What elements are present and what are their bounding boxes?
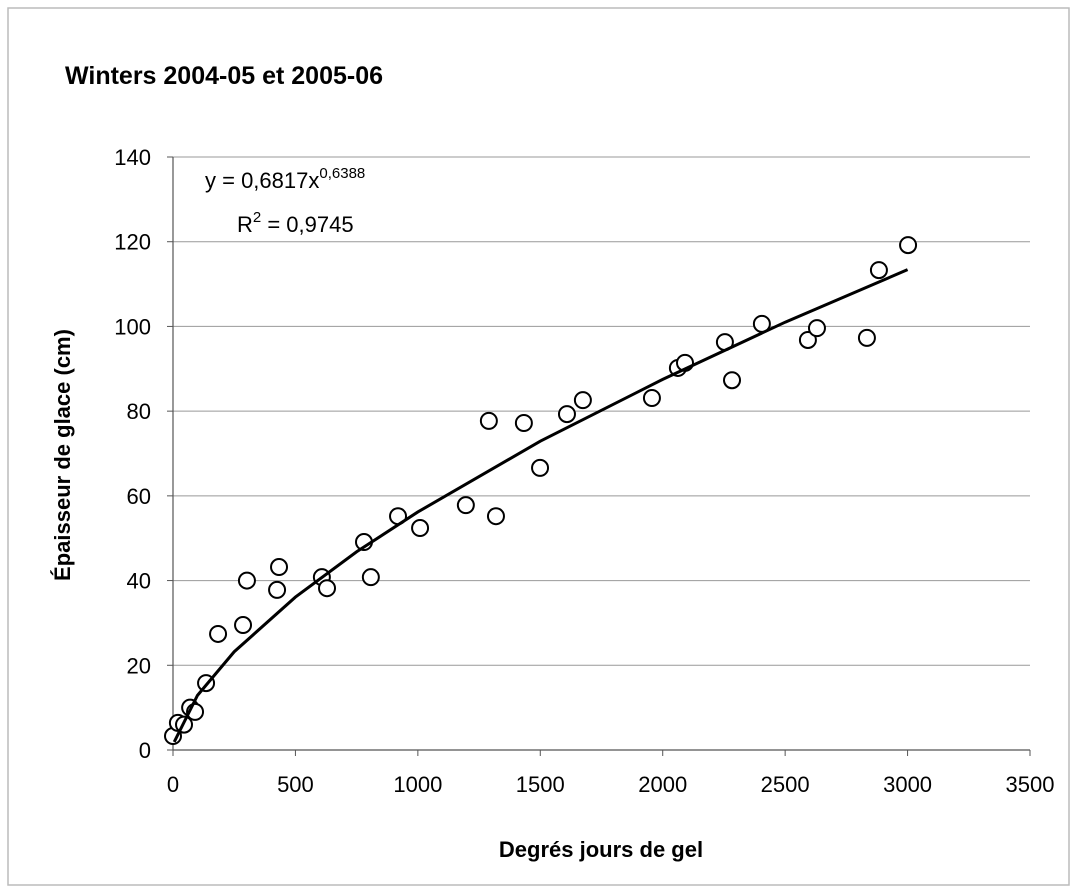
point <box>642 389 661 408</box>
point <box>899 236 918 255</box>
point <box>557 405 576 424</box>
point <box>869 261 888 280</box>
y-axis-label: Épaisseur de glace (cm) <box>50 329 75 581</box>
x-tick-label: 500 <box>277 772 314 797</box>
point <box>514 414 533 433</box>
r-value: = 0,9745 <box>261 212 353 237</box>
point <box>456 496 475 515</box>
r-symbol: R <box>237 212 253 237</box>
x-tick-label: 3000 <box>883 772 932 797</box>
point <box>234 616 253 635</box>
x-tick-label: 1000 <box>393 772 442 797</box>
point <box>807 319 826 338</box>
point <box>486 507 505 526</box>
y-tick-label: 40 <box>127 569 151 594</box>
y-tick-label: 20 <box>127 653 151 678</box>
chart-frame <box>7 7 1070 886</box>
point <box>857 328 876 347</box>
point <box>723 371 742 390</box>
point <box>268 580 287 599</box>
exponent: 0,6388 <box>319 165 365 182</box>
y-tick-label: 100 <box>114 314 151 339</box>
r-power: 2 <box>253 209 261 226</box>
x-tick-label: 2500 <box>761 772 810 797</box>
equation: y = 0,6817x <box>205 168 319 193</box>
y-tick-label: 80 <box>127 399 151 424</box>
chart-title: Winters 2004-05 et 2005-06 <box>65 62 383 90</box>
trend-equation: y = 0,6817x0,6388 <box>205 165 365 193</box>
y-tick-label: 140 <box>114 145 151 170</box>
point <box>479 411 498 430</box>
point <box>209 624 228 643</box>
point <box>270 558 289 577</box>
point <box>237 571 256 590</box>
point <box>361 568 380 587</box>
point <box>531 458 550 477</box>
y-tick-label: 60 <box>127 484 151 509</box>
x-tick-label: 0 <box>167 772 179 797</box>
point <box>573 391 592 410</box>
point <box>798 330 817 349</box>
point <box>411 519 430 538</box>
x-axis-label: Degrés jours de gel <box>499 837 703 862</box>
x-tick-label: 1500 <box>516 772 565 797</box>
x-tick-label: 3500 <box>1006 772 1055 797</box>
trend-line <box>172 268 909 743</box>
y-tick-label: 120 <box>114 230 151 255</box>
point <box>318 579 337 598</box>
r-squared: R2 = 0,9745 <box>237 209 354 237</box>
x-tick-label: 2000 <box>638 772 687 797</box>
y-tick-label: 0 <box>139 738 151 763</box>
